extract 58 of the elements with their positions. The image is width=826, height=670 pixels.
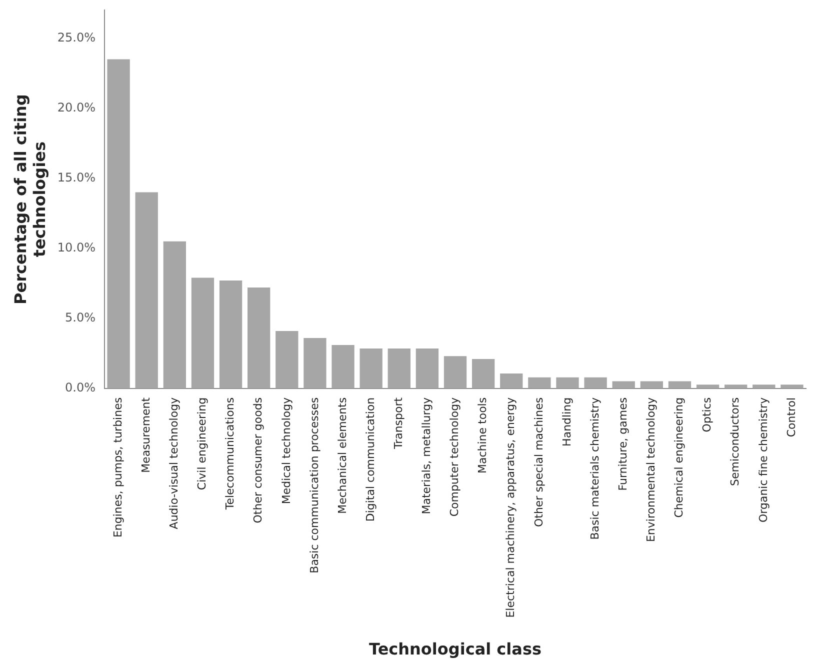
bar [388, 348, 410, 388]
bar [332, 344, 354, 388]
y-tick-label: 10.0% [57, 240, 96, 254]
bar [584, 377, 607, 388]
x-tick-label: Civil engineering [196, 397, 209, 490]
x-tick-label: Telecommunications [224, 397, 237, 511]
bar [780, 384, 804, 388]
x-tick-label: Basic communication processes [308, 397, 321, 574]
bar [416, 348, 439, 388]
x-tick-label: Engines, pumps, turbines [111, 397, 124, 538]
x-tick-label: Chemical engineering [672, 397, 686, 518]
x-tick-label: Control [784, 397, 798, 438]
bar [696, 384, 720, 388]
bar [248, 288, 270, 388]
y-tick-label: 15.0% [57, 170, 96, 184]
x-tick-label: Audio-visual technology [168, 396, 181, 530]
y-axis-title: Percentage of all citing technologies [10, 94, 49, 304]
bar [500, 374, 523, 388]
x-tick-label: Environmental technology [644, 396, 658, 542]
bar [528, 377, 551, 388]
bar [612, 381, 635, 388]
x-tick-label: Basic materials chemistry [588, 396, 602, 540]
x-tick-label: Materials, metallurgy [420, 396, 434, 514]
x-tick-label: Machine tools [476, 397, 490, 474]
bar [163, 241, 186, 388]
x-tick-label: Transport [392, 396, 405, 450]
x-axis-title: Technological class [369, 640, 542, 659]
bar [191, 278, 214, 388]
y-tick-label: 0.0% [65, 380, 96, 395]
y-tick-label: 25.0% [57, 30, 96, 44]
bar [304, 338, 326, 388]
x-tick-label: Computer technology [448, 396, 462, 517]
y-tick-label: 5.0% [65, 310, 96, 324]
y-tick-label: 20.0% [57, 100, 96, 114]
bar [360, 348, 382, 388]
x-tick-label: Measurement [139, 396, 152, 473]
x-tick-label: Organic fine chemistry [756, 396, 770, 522]
x-tick-label: Medical technology [280, 396, 293, 504]
bar [640, 381, 664, 388]
x-tick-label: Handling [560, 397, 574, 446]
bar [219, 280, 242, 388]
bar [556, 377, 579, 388]
bar [752, 384, 776, 388]
x-tick-label: Mechanical elements [336, 397, 349, 514]
x-tick-label: Other special machines [532, 397, 546, 528]
x-tick-label: Digital communication [364, 397, 377, 522]
x-tick-label: Electrical machinery, apparatus, energy [504, 396, 518, 618]
bar [668, 381, 692, 388]
x-tick-label: Optics [700, 397, 714, 432]
bar [107, 59, 130, 388]
x-tick-label: Semiconductors [728, 397, 742, 486]
bar [472, 358, 495, 388]
bar [276, 330, 298, 388]
bar [724, 384, 748, 388]
x-tick-label: Other consumer goods [252, 397, 265, 524]
x-tick-label: Furniture, games [616, 397, 630, 491]
bar [444, 356, 467, 388]
bar [135, 192, 158, 388]
